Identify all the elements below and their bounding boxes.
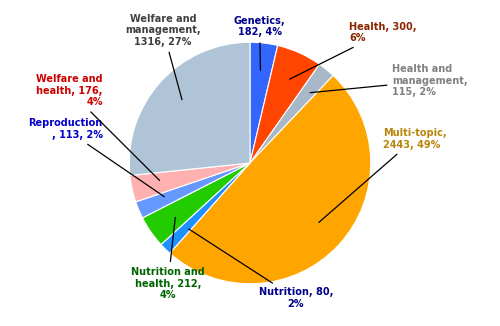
- Wedge shape: [130, 163, 250, 202]
- Wedge shape: [161, 163, 250, 253]
- Wedge shape: [170, 75, 370, 284]
- Text: Health and
management,
115, 2%: Health and management, 115, 2%: [310, 64, 468, 97]
- Text: Nutrition, 80,
2%: Nutrition, 80, 2%: [189, 229, 333, 309]
- Wedge shape: [142, 163, 250, 244]
- Text: Welfare and
management,
1316, 27%: Welfare and management, 1316, 27%: [126, 14, 201, 100]
- Wedge shape: [250, 42, 278, 163]
- Text: Nutrition and
health, 212,
4%: Nutrition and health, 212, 4%: [131, 217, 205, 300]
- Wedge shape: [250, 64, 333, 163]
- Text: Multi-topic,
2443, 49%: Multi-topic, 2443, 49%: [319, 128, 446, 222]
- Wedge shape: [130, 42, 250, 175]
- Text: Welfare and
health, 176,
4%: Welfare and health, 176, 4%: [36, 74, 160, 181]
- Wedge shape: [136, 163, 250, 218]
- Text: Genetics,
182, 4%: Genetics, 182, 4%: [234, 16, 285, 70]
- Text: Reproduction
, 113, 2%: Reproduction , 113, 2%: [28, 118, 164, 197]
- Wedge shape: [250, 46, 320, 163]
- Text: Health, 300,
6%: Health, 300, 6%: [290, 22, 416, 79]
